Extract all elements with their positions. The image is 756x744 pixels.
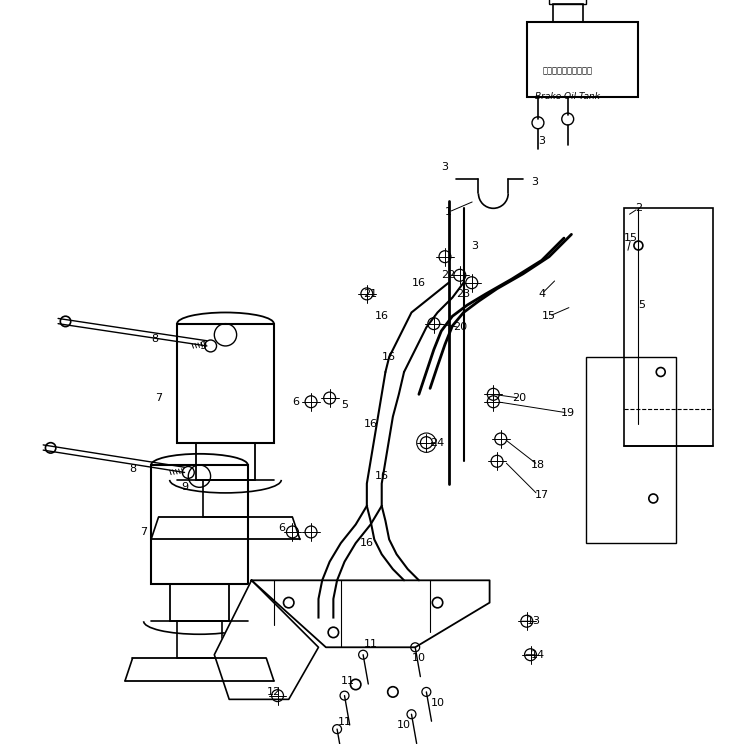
Circle shape [60,316,71,327]
Text: 15: 15 [542,311,556,321]
Text: 16: 16 [375,311,389,321]
Text: 20: 20 [513,393,526,403]
Text: 5: 5 [341,400,348,411]
Text: Brake Oil Tank: Brake Oil Tank [535,92,600,101]
Text: 16: 16 [383,352,396,362]
Text: 18: 18 [531,460,545,470]
Text: 11: 11 [341,676,355,686]
Text: 3: 3 [538,136,545,147]
Text: 11: 11 [337,716,352,727]
Bar [177,324,274,443]
Text: 3: 3 [471,240,479,251]
Text: 24: 24 [430,437,445,448]
Bar [527,22,638,97]
Text: 6: 6 [293,397,299,407]
Text: 7: 7 [155,393,162,403]
Bar [624,208,713,446]
Text: 3: 3 [442,162,448,173]
Text: 16: 16 [412,278,426,288]
Text: 2: 2 [635,203,642,214]
Bar [169,584,229,621]
Bar [151,465,248,584]
Text: 10: 10 [430,698,445,708]
Text: 8: 8 [151,333,158,344]
Bar [196,443,256,480]
Text: 22: 22 [442,270,456,280]
Text: 14: 14 [531,650,545,660]
Text: 1: 1 [445,207,452,217]
Text: 21: 21 [364,289,378,299]
Text: 9: 9 [181,482,188,493]
Text: 8: 8 [129,464,136,474]
Text: 17: 17 [534,490,549,500]
Text: 12: 12 [267,687,281,697]
Text: 7: 7 [140,527,147,537]
Bar [549,0,587,4]
Text: ブレーキオイルタンク: ブレーキオイルタンク [543,66,593,75]
Bar [587,357,676,543]
Circle shape [45,443,56,453]
Text: 5: 5 [639,300,646,310]
Bar [203,480,248,517]
Polygon shape [252,580,490,647]
Bar [177,621,222,658]
Text: 15: 15 [624,233,638,243]
Text: 23: 23 [457,289,471,299]
Text: 16: 16 [364,419,377,429]
Text: 20: 20 [453,322,467,333]
Text: 6: 6 [277,523,285,533]
Polygon shape [214,580,318,699]
Bar [553,4,583,22]
Text: 13: 13 [527,616,541,626]
Text: 4: 4 [538,289,545,299]
Text: 9: 9 [200,341,206,351]
Text: 3: 3 [531,177,538,187]
Text: 10: 10 [397,720,411,731]
Text: 16: 16 [375,471,389,481]
Text: 16: 16 [360,538,373,548]
Text: 11: 11 [364,638,377,649]
Text: 19: 19 [561,408,575,418]
Text: 10: 10 [412,653,426,664]
